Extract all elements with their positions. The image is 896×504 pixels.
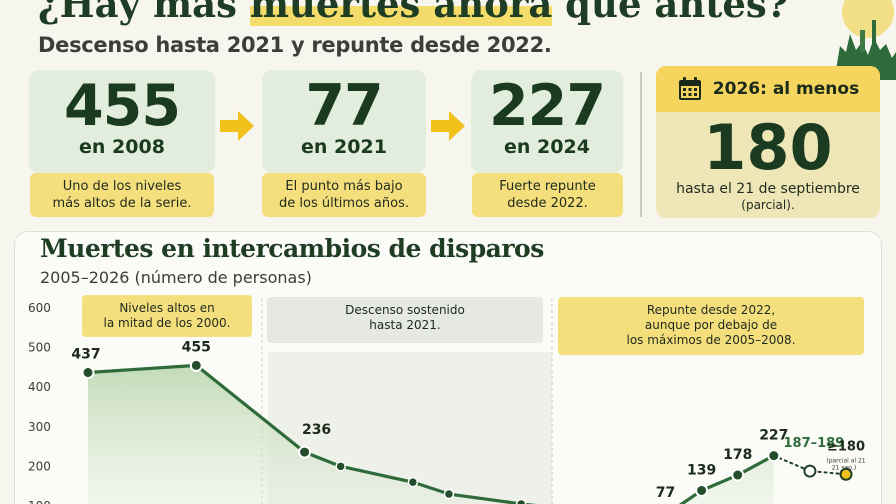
divider	[640, 72, 642, 217]
phase-label-box	[82, 295, 252, 337]
stat-2026-value: 180	[703, 111, 833, 184]
projection-note: (parcial al 21	[826, 457, 865, 464]
y-tick-label: 300	[28, 420, 51, 434]
phase-label: Repunte desde 2022,	[647, 303, 775, 317]
y-tick-label: 400	[28, 380, 51, 394]
data-label: 227	[759, 428, 788, 444]
phase-label: Niveles altos en	[119, 301, 214, 315]
phase-label: Descenso sostenido	[345, 303, 465, 317]
data-point	[695, 483, 709, 497]
stat-year: en 2024	[504, 136, 590, 158]
data-point	[189, 358, 203, 372]
data-label: 178	[723, 447, 752, 463]
stat-year: en 2008	[79, 136, 165, 158]
y-tick-label: 100	[28, 499, 51, 504]
data-point	[298, 445, 312, 459]
data-label: 455	[182, 339, 211, 355]
chart-subtitle: 2005–2026 (número de personas)	[40, 268, 312, 287]
data-point	[515, 498, 527, 504]
phase-label: la mitad de los 2000.	[104, 316, 231, 330]
projection-label: 187–189	[784, 436, 845, 451]
data-point	[81, 366, 95, 380]
series-area	[88, 365, 774, 504]
stat-2026-tag: 2026: al menos	[656, 66, 880, 112]
projection-point	[839, 467, 853, 481]
stat-note-2008: Uno de los niveles más altos de la serie.	[30, 173, 214, 217]
data-label: 236	[302, 422, 331, 438]
projection-point	[803, 464, 817, 478]
projection-note: 21 sep.)	[832, 464, 856, 471]
data-point	[407, 476, 419, 488]
data-point	[731, 468, 745, 482]
stat-year: en 2021	[301, 136, 387, 158]
data-point	[767, 449, 781, 463]
series-line	[87, 363, 775, 504]
data-point	[443, 488, 455, 500]
stat-note-2024: Fuerte repunte desde 2022.	[472, 173, 623, 217]
stat-card-2026: 2026: al menos 180 hasta el 21 de septie…	[656, 66, 880, 218]
stat-value: 77	[305, 73, 383, 139]
phase-label-box	[558, 297, 864, 355]
stat-card-2024: 227 en 2024	[471, 70, 623, 173]
arrow-right-icon	[431, 111, 465, 141]
stat-note-2021: El punto más bajo de los últimos años.	[262, 173, 426, 217]
data-label: 77	[656, 485, 675, 501]
page-subtitle: Descenso hasta 2021 y repunte desde 2022…	[38, 33, 552, 57]
phase-label: los máximos de 2005–2008.	[626, 333, 795, 347]
stat-value: 455	[64, 73, 181, 139]
chart-title: Muertes en intercambios de disparos	[40, 234, 544, 263]
y-tick-label: 600	[28, 301, 51, 315]
stat-card-2021: 77 en 2021	[262, 70, 426, 173]
stat-card-2008: 455 en 2008	[29, 70, 215, 173]
arrow-right-icon	[220, 111, 254, 141]
phase-label-box	[267, 297, 543, 343]
phase-label: hasta 2021.	[369, 318, 440, 332]
stat-value: 227	[489, 73, 606, 139]
data-label: 139	[687, 462, 716, 478]
y-tick-label: 500	[28, 341, 51, 355]
phase-label: aunque por debajo de	[645, 318, 777, 332]
calendar-icon	[678, 77, 701, 100]
page-title: ¿Hay más muertes ahora que antes?	[38, 0, 788, 26]
stat-2026-note: hasta el 21 de septiembre (parcial).	[676, 181, 860, 212]
y-tick-label: 200	[28, 459, 51, 473]
projection-label: ≥180	[827, 439, 865, 454]
data-label: 437	[71, 347, 100, 363]
data-point	[335, 461, 346, 472]
projection-line	[772, 454, 847, 476]
